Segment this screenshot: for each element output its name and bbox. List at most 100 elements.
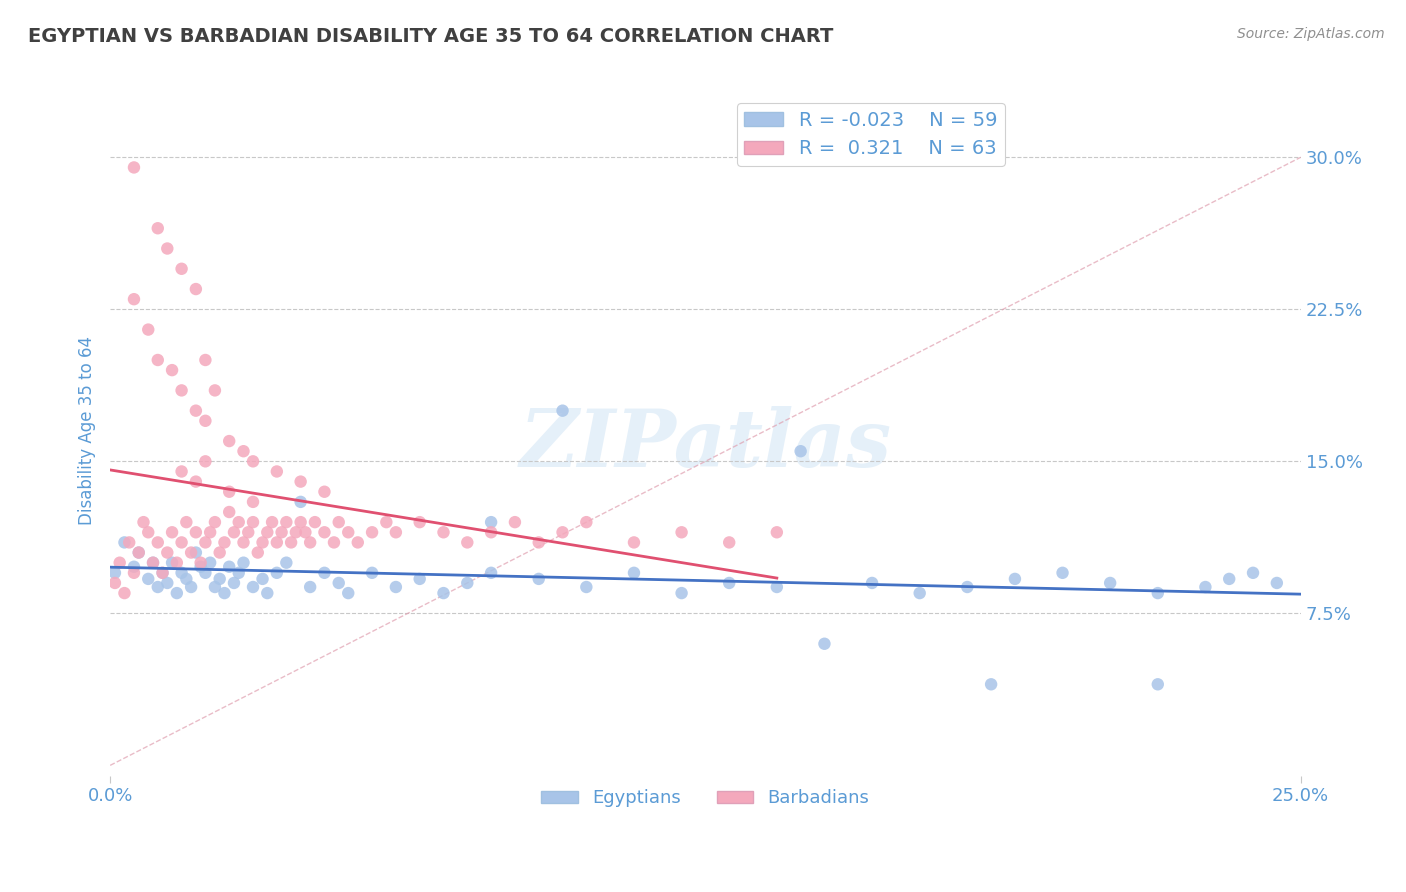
Point [218, 484, 240, 499]
Point [432, 586, 454, 600]
Point [142, 556, 165, 570]
Point [122, 559, 145, 574]
Point [166, 586, 188, 600]
Point [184, 282, 207, 296]
Point [956, 580, 979, 594]
Point [408, 515, 430, 529]
Point [170, 384, 193, 398]
Point [142, 556, 165, 570]
Point [170, 535, 193, 549]
Point [204, 515, 226, 529]
Point [238, 525, 260, 540]
Point [314, 525, 336, 540]
Point [214, 586, 236, 600]
Point [385, 525, 408, 540]
Point [299, 580, 322, 594]
Point [575, 515, 598, 529]
Point [1265, 576, 1288, 591]
Point [114, 586, 136, 600]
Point [118, 535, 141, 549]
Point [136, 525, 159, 540]
Point [671, 586, 693, 600]
Point [1052, 566, 1074, 580]
Point [304, 515, 326, 529]
Point [527, 572, 550, 586]
Point [194, 414, 217, 428]
Point [270, 525, 292, 540]
Point [860, 576, 883, 591]
Point [256, 525, 278, 540]
Point [337, 525, 360, 540]
Point [575, 580, 598, 594]
Point [190, 559, 212, 574]
Point [232, 535, 254, 549]
Point [766, 525, 789, 540]
Point [208, 545, 231, 559]
Point [180, 545, 202, 559]
Point [156, 576, 179, 591]
Point [180, 580, 202, 594]
Point [266, 465, 288, 479]
Legend: Egyptians, Barbadians: Egyptians, Barbadians [534, 782, 876, 814]
Point [551, 403, 574, 417]
Point [623, 566, 645, 580]
Point [146, 535, 169, 549]
Point [813, 637, 835, 651]
Point [551, 525, 574, 540]
Point [198, 525, 221, 540]
Point [228, 515, 250, 529]
Point [527, 535, 550, 549]
Point [176, 515, 198, 529]
Point [294, 525, 316, 540]
Point [276, 556, 298, 570]
Point [160, 556, 183, 570]
Point [1146, 586, 1168, 600]
Point [246, 545, 269, 559]
Point [1241, 566, 1264, 580]
Point [361, 566, 384, 580]
Point [456, 535, 478, 549]
Point [128, 545, 150, 559]
Point [1194, 580, 1216, 594]
Point [170, 566, 193, 580]
Point [256, 586, 278, 600]
Point [184, 475, 207, 489]
Point [290, 495, 312, 509]
Point [346, 535, 368, 549]
Point [136, 572, 159, 586]
Text: EGYPTIAN VS BARBADIAN DISABILITY AGE 35 TO 64 CORRELATION CHART: EGYPTIAN VS BARBADIAN DISABILITY AGE 35 … [28, 27, 834, 45]
Point [1099, 576, 1122, 591]
Point [170, 261, 193, 276]
Point [222, 576, 245, 591]
Point [198, 556, 221, 570]
Point [194, 353, 217, 368]
Point [160, 525, 183, 540]
Point [152, 566, 174, 580]
Point [184, 545, 207, 559]
Point [170, 465, 193, 479]
Point [204, 384, 226, 398]
Point [479, 515, 502, 529]
Point [228, 566, 250, 580]
Point [184, 403, 207, 417]
Text: Source: ZipAtlas.com: Source: ZipAtlas.com [1237, 27, 1385, 41]
Point [408, 572, 430, 586]
Point [104, 566, 127, 580]
Point [432, 525, 454, 540]
Point [218, 434, 240, 448]
Point [456, 576, 478, 591]
Point [266, 566, 288, 580]
Point [122, 161, 145, 175]
Point [242, 580, 264, 594]
Point [479, 525, 502, 540]
Point [375, 515, 398, 529]
Point [299, 535, 322, 549]
Point [122, 292, 145, 306]
Point [262, 515, 284, 529]
Point [194, 454, 217, 468]
Point [156, 242, 179, 256]
Point [194, 535, 217, 549]
Point [980, 677, 1002, 691]
Point [146, 353, 169, 368]
Point [718, 535, 741, 549]
